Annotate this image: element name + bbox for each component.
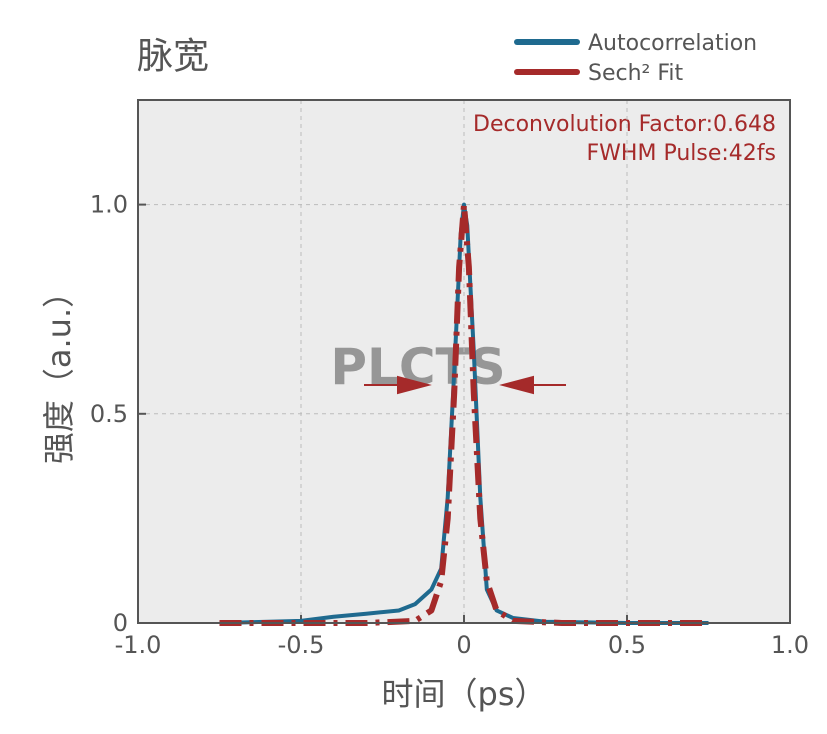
y-tick-label: 0 <box>113 609 128 637</box>
x-tick-label: -0.5 <box>278 631 325 659</box>
x-tick-label: 0.5 <box>608 631 646 659</box>
x-axis-label: 时间（ps） <box>382 675 547 713</box>
fwhm-arrows <box>364 375 566 395</box>
plot-frame <box>137 99 791 624</box>
x-tick-label: -1.0 <box>115 631 162 659</box>
y-tick-label: 1.0 <box>90 191 128 219</box>
legend-label: Autocorrelation <box>588 31 757 56</box>
x-tick-label: 0 <box>456 631 471 659</box>
legend-label: Sech² Fit <box>588 61 684 86</box>
y-axis-label: 强度（a.u.） <box>40 276 78 464</box>
annotation: Deconvolution Factor:0.648 <box>473 112 776 137</box>
annotation: FWHM Pulse:42fs <box>587 141 776 166</box>
y-tick-label: 0.5 <box>90 400 128 428</box>
chart-title: 脉宽 <box>137 36 209 77</box>
x-tick-label: 1.0 <box>771 631 809 659</box>
